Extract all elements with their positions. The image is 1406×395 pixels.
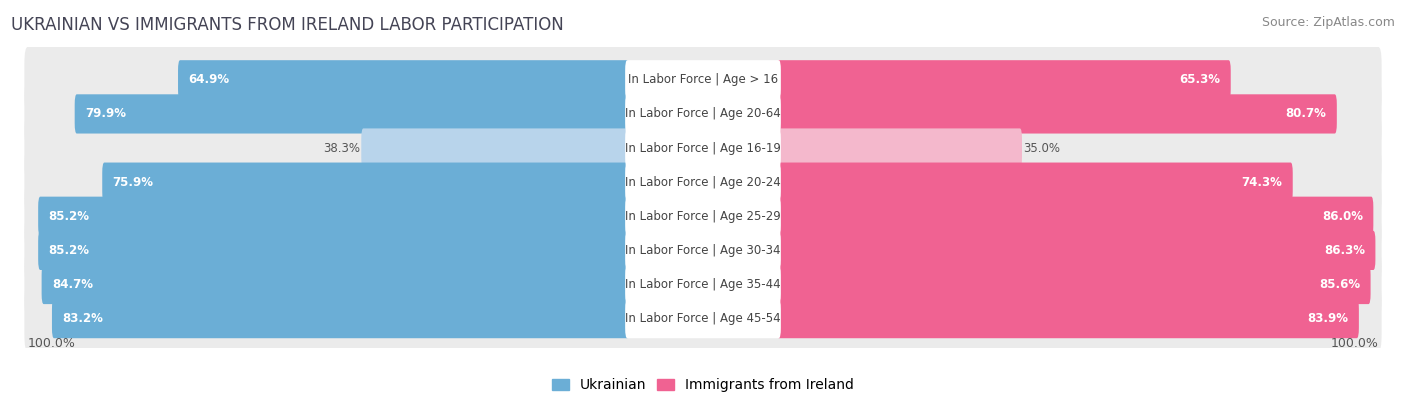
FancyBboxPatch shape xyxy=(776,162,1292,202)
Text: 35.0%: 35.0% xyxy=(1024,141,1060,154)
Text: In Labor Force | Age 30-34: In Labor Force | Age 30-34 xyxy=(626,244,780,257)
Text: 86.0%: 86.0% xyxy=(1322,210,1362,223)
FancyBboxPatch shape xyxy=(626,60,780,100)
FancyBboxPatch shape xyxy=(626,299,780,338)
FancyBboxPatch shape xyxy=(24,81,1382,147)
Text: 85.6%: 85.6% xyxy=(1319,278,1360,291)
FancyBboxPatch shape xyxy=(38,197,630,236)
Text: 38.3%: 38.3% xyxy=(323,141,360,154)
Text: 86.3%: 86.3% xyxy=(1324,244,1365,257)
Text: 79.9%: 79.9% xyxy=(84,107,127,120)
FancyBboxPatch shape xyxy=(626,94,780,134)
Text: 100.0%: 100.0% xyxy=(1330,337,1378,350)
FancyBboxPatch shape xyxy=(776,265,1371,304)
FancyBboxPatch shape xyxy=(24,115,1382,181)
Text: 84.7%: 84.7% xyxy=(52,278,93,291)
FancyBboxPatch shape xyxy=(776,128,1022,167)
Text: In Labor Force | Age 25-29: In Labor Force | Age 25-29 xyxy=(626,210,780,223)
Text: 83.2%: 83.2% xyxy=(62,312,103,325)
Text: 85.2%: 85.2% xyxy=(48,244,90,257)
Text: In Labor Force | Age 20-64: In Labor Force | Age 20-64 xyxy=(626,107,780,120)
FancyBboxPatch shape xyxy=(24,217,1382,284)
FancyBboxPatch shape xyxy=(52,299,630,338)
FancyBboxPatch shape xyxy=(776,60,1230,100)
FancyBboxPatch shape xyxy=(179,60,630,100)
Text: In Labor Force | Age 45-54: In Labor Force | Age 45-54 xyxy=(626,312,780,325)
FancyBboxPatch shape xyxy=(626,162,780,202)
FancyBboxPatch shape xyxy=(776,94,1337,134)
Text: In Labor Force | Age 16-19: In Labor Force | Age 16-19 xyxy=(626,141,780,154)
Text: 64.9%: 64.9% xyxy=(188,73,229,87)
Text: 100.0%: 100.0% xyxy=(28,337,76,350)
FancyBboxPatch shape xyxy=(24,149,1382,215)
FancyBboxPatch shape xyxy=(24,183,1382,249)
Text: UKRAINIAN VS IMMIGRANTS FROM IRELAND LABOR PARTICIPATION: UKRAINIAN VS IMMIGRANTS FROM IRELAND LAB… xyxy=(11,16,564,34)
FancyBboxPatch shape xyxy=(24,251,1382,318)
FancyBboxPatch shape xyxy=(24,286,1382,352)
FancyBboxPatch shape xyxy=(626,231,780,270)
Text: In Labor Force | Age 35-44: In Labor Force | Age 35-44 xyxy=(626,278,780,291)
FancyBboxPatch shape xyxy=(626,128,780,167)
Text: 83.9%: 83.9% xyxy=(1308,312,1348,325)
FancyBboxPatch shape xyxy=(24,47,1382,113)
Text: Source: ZipAtlas.com: Source: ZipAtlas.com xyxy=(1261,16,1395,29)
FancyBboxPatch shape xyxy=(361,128,630,167)
Text: In Labor Force | Age > 16: In Labor Force | Age > 16 xyxy=(628,73,778,87)
Text: 80.7%: 80.7% xyxy=(1285,107,1326,120)
Text: 74.3%: 74.3% xyxy=(1241,176,1282,189)
Text: 65.3%: 65.3% xyxy=(1180,73,1220,87)
FancyBboxPatch shape xyxy=(776,299,1358,338)
FancyBboxPatch shape xyxy=(42,265,630,304)
FancyBboxPatch shape xyxy=(626,197,780,236)
FancyBboxPatch shape xyxy=(776,197,1374,236)
FancyBboxPatch shape xyxy=(75,94,630,134)
FancyBboxPatch shape xyxy=(38,231,630,270)
FancyBboxPatch shape xyxy=(776,231,1375,270)
Text: In Labor Force | Age 20-24: In Labor Force | Age 20-24 xyxy=(626,176,780,189)
Text: 75.9%: 75.9% xyxy=(112,176,153,189)
Text: 85.2%: 85.2% xyxy=(48,210,90,223)
Legend: Ukrainian, Immigrants from Ireland: Ukrainian, Immigrants from Ireland xyxy=(547,372,859,395)
FancyBboxPatch shape xyxy=(626,265,780,304)
FancyBboxPatch shape xyxy=(103,162,630,202)
